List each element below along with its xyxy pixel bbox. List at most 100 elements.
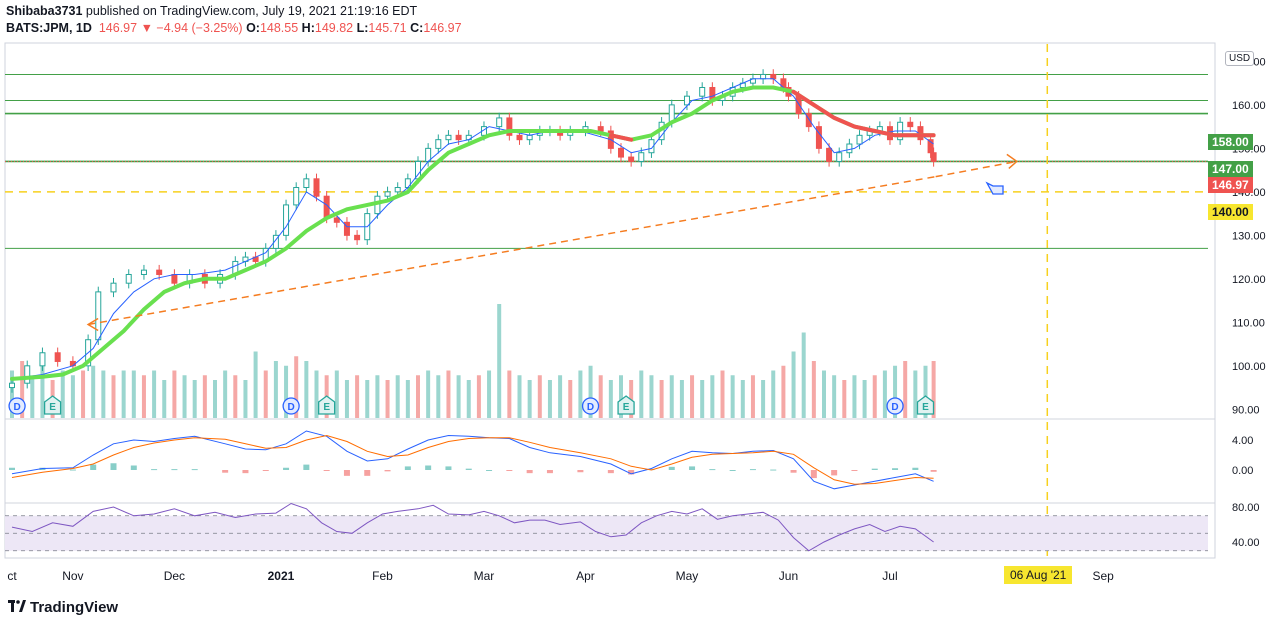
volume-bar	[913, 370, 918, 418]
open-label: O:	[246, 21, 260, 35]
candle-body	[770, 73, 777, 80]
volume-bar	[832, 375, 837, 418]
volume-bar	[263, 370, 268, 418]
volume-bar	[81, 370, 86, 418]
candle-body	[110, 282, 117, 293]
candle-body	[384, 191, 391, 197]
price-tick-label: 110.00	[1232, 317, 1265, 329]
macd-histogram-bar	[546, 470, 553, 474]
time-tick-label: Mar	[474, 569, 495, 583]
trendline-left-arrow	[86, 317, 99, 332]
volume-bar	[202, 375, 207, 418]
currency-button[interactable]: USD	[1225, 51, 1255, 66]
volume-bar	[771, 370, 776, 418]
candle-body	[313, 178, 320, 197]
volume-bar	[223, 370, 228, 418]
volume-bar	[233, 375, 238, 418]
volume-bar	[192, 380, 197, 418]
volume-bar	[740, 380, 745, 418]
macd-histogram-bar	[831, 470, 838, 476]
volume-bar	[436, 375, 441, 418]
publish-info: Shibaba3731 published on TradingView.com…	[6, 4, 417, 18]
rsi-tick-label: 80.00	[1232, 502, 1260, 514]
price-tick-label: 90.00	[1232, 404, 1260, 416]
volume-bar	[497, 304, 502, 418]
candle-body	[156, 269, 163, 275]
volume-bar	[669, 375, 674, 418]
macd-histogram-bar	[364, 470, 371, 476]
macd-histogram-bar	[384, 470, 391, 472]
candle-body	[455, 134, 462, 141]
candle-body	[930, 152, 937, 162]
brand-text: TradingView	[30, 599, 119, 616]
macd-histogram-bar	[871, 468, 878, 470]
volume-bar	[213, 380, 217, 418]
macd-histogram-bar	[465, 468, 472, 470]
macd-signal-line	[11, 434, 934, 485]
tradingview-brand[interactable]: TradingView	[8, 599, 118, 616]
candle-body	[54, 352, 61, 362]
close-value: 146.97	[423, 21, 462, 35]
candle-body	[826, 147, 833, 162]
macd-histogram-bar	[242, 470, 249, 474]
candle-body	[638, 152, 645, 162]
macd-line	[11, 430, 934, 490]
volume-bar	[730, 375, 735, 418]
candle-body	[836, 152, 843, 162]
volume-bar	[537, 375, 542, 418]
volume-bar	[801, 332, 806, 418]
candle-body	[293, 187, 300, 206]
volume-bar	[152, 370, 157, 418]
candle-body	[171, 273, 178, 284]
candle-body	[39, 352, 46, 367]
high-label: H:	[301, 21, 315, 35]
macd-histogram-bar	[912, 467, 919, 470]
candle-body	[333, 217, 340, 223]
event-letter: D	[288, 402, 295, 413]
candle-body	[140, 269, 147, 275]
macd-histogram-bar	[892, 468, 899, 470]
candle-body	[907, 121, 914, 128]
volume-bar	[811, 361, 816, 418]
macd-histogram-bar	[810, 470, 817, 479]
price-label-147: 147.00	[1208, 161, 1253, 177]
volume-bar	[141, 375, 146, 418]
volume-bar	[588, 365, 593, 418]
volume-bar	[10, 370, 14, 418]
volume-bar	[182, 375, 187, 418]
macd-histogram-bar	[343, 470, 350, 476]
author-name[interactable]: Shibaba3731	[6, 4, 83, 18]
candle-body	[404, 178, 411, 189]
macd-histogram-bar	[851, 470, 858, 471]
volume-bar	[365, 380, 370, 418]
time-tick-label: Dec	[164, 569, 185, 583]
macd-histogram-bar	[130, 465, 137, 470]
candle-body	[648, 139, 655, 154]
time-tick-label: Feb	[372, 569, 393, 583]
volume-bar	[375, 375, 380, 418]
volume-bar	[172, 370, 177, 418]
macd-tick-label: 0.00	[1232, 465, 1253, 477]
volume-bar	[101, 370, 106, 418]
volume-bar	[558, 375, 563, 418]
fast-moving-average	[11, 78, 934, 380]
volume-bar	[720, 370, 725, 418]
candle-body	[805, 113, 812, 128]
price-label-last: 146.97	[1208, 177, 1253, 193]
volume-bar	[649, 375, 654, 418]
candle-body	[9, 382, 15, 389]
candle-body	[815, 126, 822, 149]
symbol-label[interactable]: BATS:JPM, 1D	[6, 21, 92, 35]
macd-histogram-bar	[425, 465, 432, 470]
candle-body	[526, 134, 533, 141]
candle-body	[445, 134, 452, 141]
price-change: ▼ −4.94 (−3.25%)	[140, 21, 243, 35]
macd-histogram-bar	[506, 470, 513, 471]
macd-histogram-bar	[90, 464, 97, 470]
volume-bar	[893, 365, 898, 418]
volume-bar	[882, 370, 887, 418]
volume-bar	[60, 370, 65, 418]
macd-histogram-bar	[9, 467, 15, 470]
volume-bar	[679, 380, 684, 418]
